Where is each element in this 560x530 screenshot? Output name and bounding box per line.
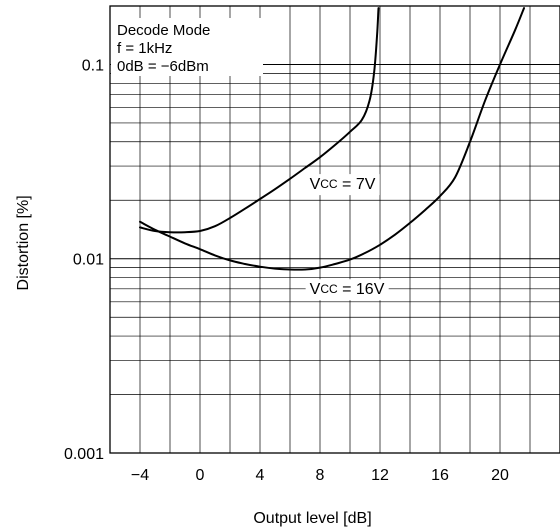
y-axis-title: Distortion [%] <box>15 195 32 290</box>
x-tick-label: 0 <box>196 467 205 484</box>
plot-frame <box>109 5 560 454</box>
annotation-mode: Decode Mode <box>117 22 210 39</box>
series-line-1 <box>139 7 525 271</box>
annotation-box: Decode Mode f = 1kHz 0dB = −6dBm <box>111 18 263 76</box>
series-label-0: VCC = 7V <box>310 176 376 193</box>
series-label-1: VCC = 16V <box>310 281 385 298</box>
curves <box>139 7 525 271</box>
y-tick-label: 0.01 <box>73 252 104 269</box>
series-line-0 <box>139 7 380 234</box>
annotation-background <box>111 18 263 76</box>
x-axis-title: Output level [dB] <box>253 510 371 527</box>
annotation-reference: 0dB = −6dBm <box>117 58 209 75</box>
series-labels: VCC = 7V VCC = 16V <box>305 174 389 301</box>
series-label-background <box>305 174 380 196</box>
tick-labels: −4 0 4 8 12 16 20 0.001 0.01 0.1 <box>64 57 509 484</box>
y-tick-label: 0.1 <box>82 57 104 74</box>
y-tick-label: 0.001 <box>64 446 104 463</box>
annotation-frequency: f = 1kHz <box>117 40 172 57</box>
x-tick-label: 12 <box>371 467 389 484</box>
x-tick-label: 20 <box>491 467 509 484</box>
x-tick-label: −4 <box>131 467 149 484</box>
x-tick-label: 4 <box>256 467 265 484</box>
series-label-background <box>305 279 389 301</box>
x-tick-label: 16 <box>431 467 449 484</box>
grid-lines <box>109 5 560 454</box>
x-tick-label: 8 <box>316 467 325 484</box>
